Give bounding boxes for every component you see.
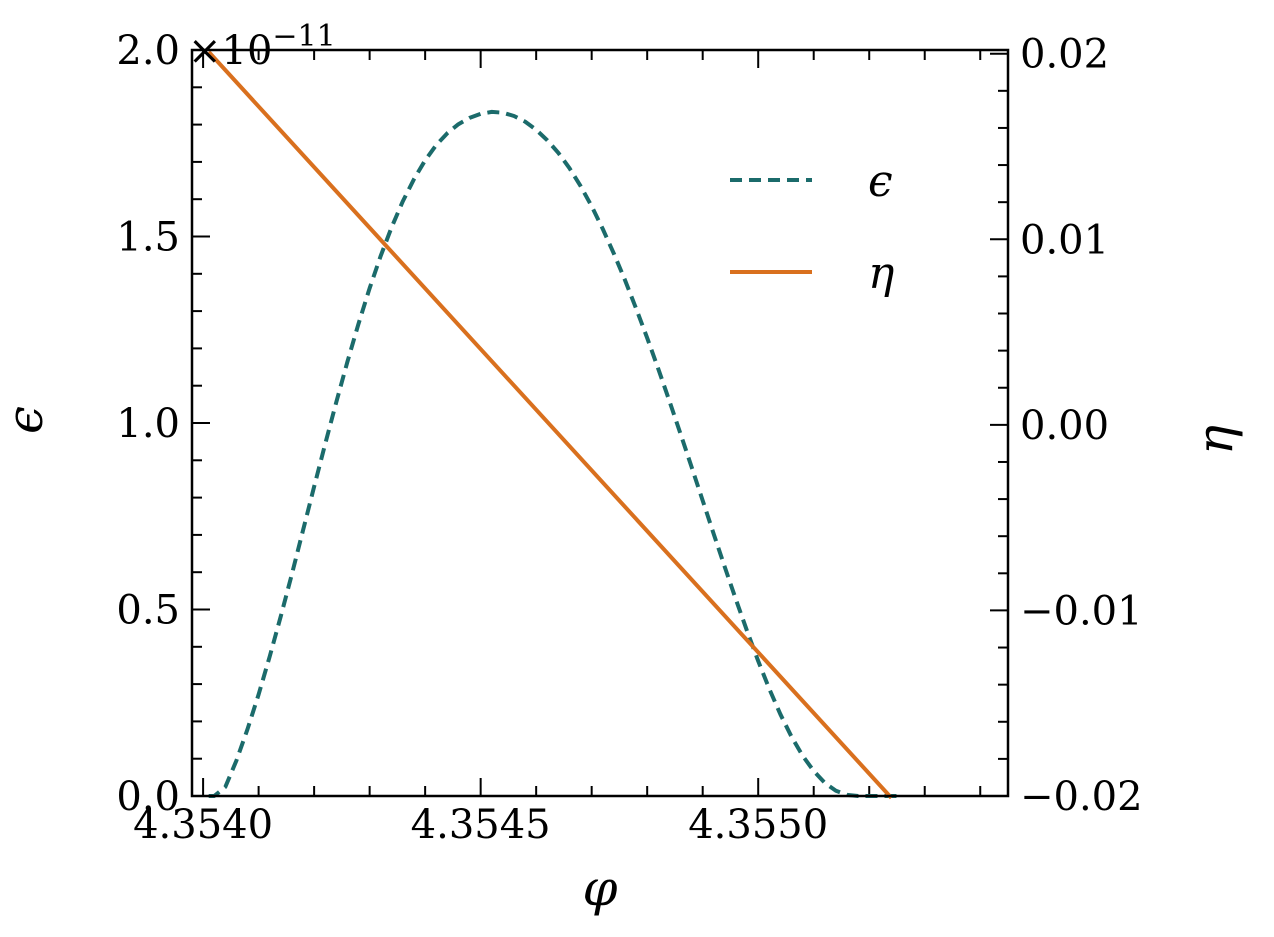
y-left-tick-label: 0.5 [116,588,180,634]
y-right-tick-label: −0.01 [1020,588,1143,634]
legend: ϵη [730,156,894,299]
series-line-eta [207,50,893,800]
scale-factor-base: ×10 [188,28,272,74]
plot-frame [190,48,1010,798]
y-left-tick-label: 0.0 [116,774,180,820]
y-right-tick-label: −0.02 [1020,774,1143,820]
legend-label: ϵ [868,156,893,207]
x-tick-label: 4.3545 [411,802,551,848]
y-left-axis-title: ϵ [0,406,54,434]
x-tick-label: 4.3540 [133,802,273,848]
scale-factor-exponent: −11 [272,19,335,54]
x-axis-title: φ [582,859,617,917]
y-right-axis-title: η [1186,425,1244,455]
series-line-epsilon [208,109,903,798]
tick-labels: 4.3540 4.3545 4.3550 0.0 0.5 1.0 1.5 2.0 −0.02 −0… [116,28,1142,848]
x-tick-label: 4.3550 [688,802,828,848]
y-left-tick-label: 1.0 [116,401,180,447]
y-right-tick-label: 0.00 [1020,403,1109,449]
y-left-tick-label: 2.0 [116,28,180,74]
minor-ticks [192,50,1008,796]
major-ticks [192,49,1008,797]
y-right-tick-label: 0.01 [1020,217,1109,263]
y-right-tick-label: 0.02 [1020,32,1109,78]
legend-label: η [868,248,894,299]
series-layer [207,50,903,800]
y-left-scale-factor: ×10−11 [188,19,336,74]
y-left-tick-label: 1.5 [116,215,180,261]
